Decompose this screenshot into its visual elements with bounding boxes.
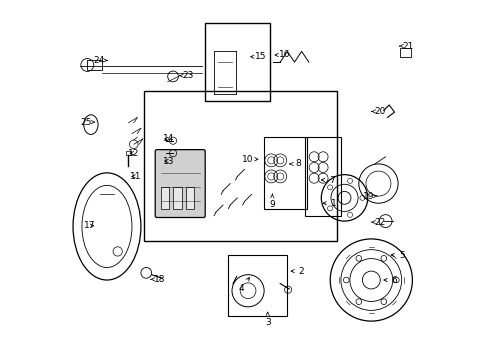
Bar (144, 91, 337, 241)
Text: 13: 13 (163, 157, 174, 166)
FancyBboxPatch shape (155, 150, 205, 217)
Text: 17: 17 (84, 221, 96, 230)
Text: 18: 18 (151, 275, 165, 284)
Bar (125, 151, 131, 155)
Bar (87, 60, 102, 70)
Bar (160, 187, 169, 208)
Text: 9: 9 (269, 194, 275, 209)
Text: 22: 22 (371, 218, 385, 227)
Bar (305, 137, 340, 216)
Bar (173, 187, 182, 208)
Text: 19: 19 (362, 192, 376, 201)
Text: 7: 7 (321, 176, 334, 185)
Text: 5: 5 (390, 251, 404, 260)
Text: 4: 4 (238, 278, 249, 293)
Text: 14: 14 (163, 134, 174, 143)
Text: 8: 8 (289, 159, 300, 168)
Text: 23: 23 (179, 71, 193, 80)
Bar (185, 187, 194, 208)
Text: 21: 21 (399, 41, 413, 50)
Bar (264, 137, 306, 208)
Text: 15: 15 (250, 52, 266, 61)
Bar (399, 48, 410, 57)
Text: 3: 3 (264, 312, 270, 327)
Text: 1: 1 (323, 199, 336, 208)
Bar (205, 23, 269, 102)
Text: 10: 10 (242, 155, 257, 164)
Text: 25: 25 (81, 118, 95, 127)
Text: 16: 16 (274, 50, 290, 59)
Text: 12: 12 (128, 149, 139, 158)
Bar (228, 255, 287, 316)
Text: 6: 6 (383, 275, 397, 284)
Text: 20: 20 (371, 107, 385, 116)
Text: 24: 24 (93, 56, 107, 65)
Text: 11: 11 (129, 172, 141, 181)
Text: 2: 2 (290, 267, 303, 276)
